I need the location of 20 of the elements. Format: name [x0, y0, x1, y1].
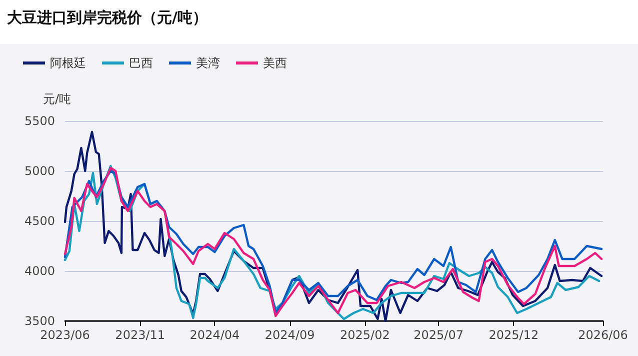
x-tick-label: 2024/09 — [264, 328, 315, 342]
x-tick-label: 2026/06 — [578, 328, 628, 342]
x-tick-label: 2023/06 — [40, 328, 90, 342]
y-tick-label: 4500 — [24, 214, 55, 228]
x-tick-label: 2023/11 — [115, 328, 166, 342]
legend-label: 巴西 — [129, 56, 153, 70]
legend-label: 阿根廷 — [50, 56, 86, 70]
y-tick-label: 5000 — [24, 164, 55, 178]
y-tick-label: 3500 — [24, 314, 55, 328]
y-tick-label: 5500 — [24, 114, 55, 128]
chart-title: 大豆进口到岸完税价（元/吨） — [7, 8, 208, 26]
y-axis-title: 元/吨 — [43, 92, 72, 106]
legend-label: 美西 — [263, 56, 287, 70]
legend-label: 美湾 — [196, 56, 220, 70]
x-tick-label: 2025/12 — [488, 328, 539, 342]
y-tick-label: 4000 — [24, 264, 55, 278]
x-tick-label: 2025/02 — [340, 328, 390, 342]
x-tick-label: 2025/07 — [414, 328, 464, 342]
line-series — [64, 130, 603, 322]
x-tick-label: 2024/04 — [190, 328, 240, 342]
